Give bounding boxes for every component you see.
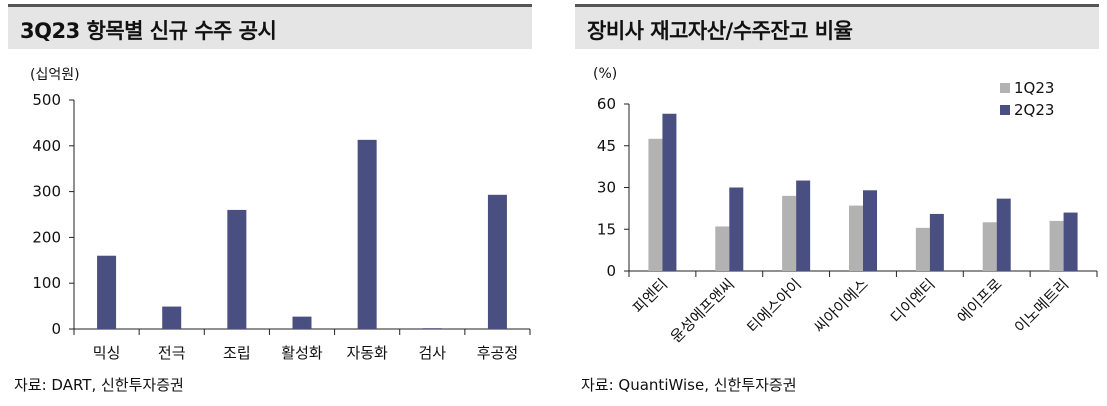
- bar: [929, 213, 944, 271]
- y-tick-label: 0: [51, 320, 61, 338]
- legend-label: 1Q23: [1014, 79, 1054, 97]
- bar: [796, 180, 811, 271]
- y-tick-label: 45: [597, 137, 616, 155]
- bar: [422, 328, 442, 329]
- unit-label: (십억원): [30, 67, 80, 83]
- bar: [227, 209, 247, 329]
- bar: [782, 195, 797, 271]
- x-category-label: 조립: [223, 344, 251, 362]
- bar: [982, 222, 997, 271]
- left-chart: (십억원) 0 100 200 300 400 500 믹싱 전극 조립 활성화 자동화 검사 후공정: [30, 67, 531, 362]
- bar: [292, 316, 312, 329]
- bar: [162, 306, 182, 329]
- x-category-label: 이노메트리: [1011, 275, 1073, 337]
- y-tick-label: 300: [32, 183, 61, 201]
- bar: [915, 227, 930, 271]
- left-chart-panel: 3Q23 항목별 신규 수주 공시 (십억원) 0 100 200 300 400 500 믹…: [8, 0, 532, 406]
- bar: [357, 139, 377, 329]
- y-tick-label: 0: [606, 262, 616, 280]
- left-chart-title-bar: 3Q23 항목별 신규 수주 공시: [8, 4, 532, 49]
- x-category-label: 씨아이에스: [810, 275, 872, 337]
- bar: [648, 138, 663, 271]
- x-category-label: 활성화: [281, 344, 323, 362]
- y-tick-label: 100: [32, 274, 61, 292]
- bar: [849, 205, 863, 271]
- x-category-label: 믹싱: [93, 344, 121, 362]
- x-category-label: 후공정: [477, 344, 518, 362]
- x-category-label: 자동화: [346, 344, 388, 362]
- y-tick-label: 200: [32, 228, 61, 246]
- y-tick-label: 60: [597, 95, 616, 113]
- bar: [715, 226, 730, 271]
- unit-label: (%): [593, 66, 617, 82]
- left-chart-source: 자료: DART, 신한투자증권: [14, 376, 184, 394]
- left-chart-title: 3Q23 항목별 신규 수주 공시: [20, 19, 277, 43]
- x-category-label: 윤성에프앤씨: [667, 275, 738, 346]
- right-chart-panel: 장비사 재고자산/수주잔고 비율 (%) 0 15 30 45 60 피엔티 윤성에프앤씨 티에…: [575, 0, 1099, 406]
- bar: [863, 190, 877, 271]
- x-category-label: 디이엔티: [887, 275, 939, 327]
- right-chart-title-bar: 장비사 재고자산/수주잔고 비율: [575, 4, 1099, 49]
- bar: [97, 255, 117, 329]
- right-chart-source: 자료: QuantiWise, 신한투자증권: [581, 376, 797, 394]
- y-tick-label: 30: [597, 179, 616, 197]
- x-category-label: 에이프로: [954, 275, 1006, 327]
- y-tick-label: 500: [32, 91, 61, 109]
- bar: [1049, 220, 1064, 271]
- bar: [996, 198, 1011, 271]
- right-chart-title: 장비사 재고자산/수주잔고 비율: [587, 19, 853, 43]
- bar: [662, 113, 677, 271]
- legend-swatch: [1000, 83, 1010, 93]
- y-tick-label: 15: [597, 220, 616, 238]
- y-tick-label: 400: [32, 137, 61, 155]
- x-category-label: 전극: [158, 344, 186, 362]
- bar: [1063, 212, 1078, 271]
- x-category-label: 검사: [418, 344, 446, 362]
- bar: [729, 187, 744, 271]
- x-category-label: 피엔티: [629, 275, 671, 317]
- legend-swatch: [1000, 105, 1010, 115]
- x-category-label: 티에스아이: [743, 275, 805, 337]
- legend-label: 2Q23: [1014, 101, 1054, 119]
- bar: [487, 194, 507, 329]
